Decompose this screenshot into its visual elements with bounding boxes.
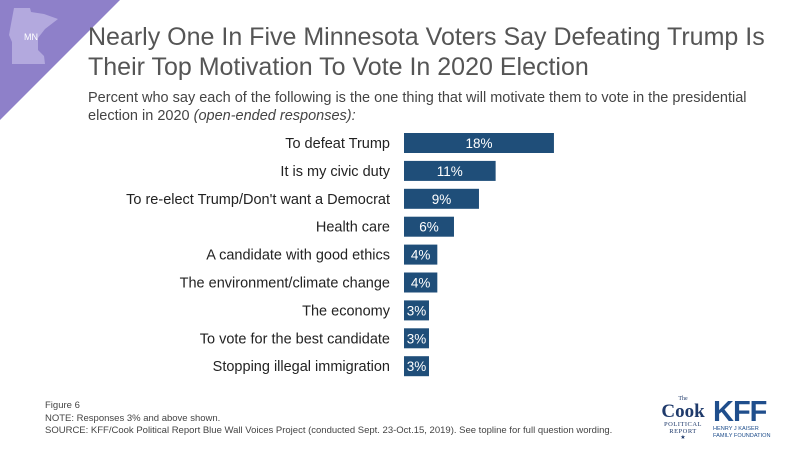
value-label-2: 9% [432, 192, 452, 207]
value-label-8: 3% [407, 359, 427, 374]
cook-logo-line2: REPORT [669, 428, 697, 435]
cook-political-report-logo: The Cook POLITICAL REPORT ★ [660, 396, 706, 441]
footer-note: NOTE: Responses 3% and above shown. [45, 412, 221, 424]
category-label-0: To defeat Trump [285, 136, 390, 152]
bar-0 [404, 133, 554, 153]
cook-logo-name: Cook [661, 401, 705, 422]
bar-3 [404, 216, 454, 237]
category-label-3: Health care [316, 220, 390, 236]
subtitle-main: Percent who say each of the following is… [88, 90, 747, 124]
bar-6 [404, 300, 429, 321]
value-label-3: 6% [419, 220, 439, 235]
state-abbreviation: MN [24, 32, 38, 42]
subtitle-note: (open-ended responses): [193, 108, 356, 124]
state-corner-badge: MN [0, 0, 120, 120]
bar-4 [404, 244, 438, 265]
bar-7 [404, 328, 429, 349]
category-label-1: It is my civic duty [280, 164, 390, 180]
bar-2 [404, 188, 479, 209]
cook-logo-the: The [678, 396, 688, 402]
bar-1 [404, 160, 496, 181]
kff-logo-line2: FAMILY FOUNDATION [713, 432, 771, 439]
chart-title: Nearly One In Five Minnesota Voters Say … [88, 23, 765, 81]
category-label-4: A candidate with good ethics [206, 248, 390, 264]
value-label-4: 4% [411, 248, 431, 263]
category-label-5: The environment/climate change [180, 276, 390, 292]
value-label-7: 3% [407, 331, 427, 346]
kff-logo: KFF HENRY J KAISER FAMILY FOUNDATION [713, 398, 788, 439]
value-label-5: 4% [411, 276, 431, 291]
category-label-8: Stopping illegal immigration [213, 359, 390, 375]
star-icon: ★ [680, 435, 686, 441]
footer: Figure 6 NOTE: Responses 3% and above sh… [45, 400, 612, 438]
value-label-6: 3% [407, 303, 427, 318]
category-label-7: To vote for the best candidate [200, 331, 390, 347]
bar-5 [404, 272, 438, 293]
cook-logo-line1: POLITICAL [663, 421, 703, 428]
category-label-6: The economy [302, 303, 391, 319]
figure-number: Figure 6 [45, 400, 80, 411]
minnesota-map-icon [9, 8, 58, 64]
kff-logo-line1: HENRY J KAISER [713, 426, 759, 432]
value-label-0: 18% [465, 136, 492, 151]
footer-source: SOURCE: KFF/Cook Political Report Blue W… [45, 425, 613, 436]
kff-logo-name: KFF [713, 396, 767, 428]
chart-subtitle: Percent who say each of the following is… [88, 89, 788, 125]
category-label-2: To re-elect Trump/Don't want a Democrat [126, 192, 390, 208]
bar-8 [404, 356, 429, 377]
value-label-1: 11% [437, 164, 463, 179]
